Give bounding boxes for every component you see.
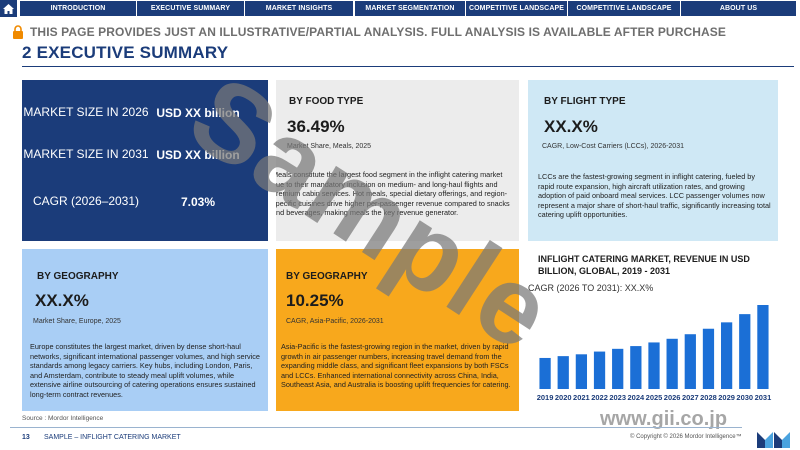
- flight-caption: CAGR, Low-Cost Carriers (LCCs), 2026-203…: [542, 143, 684, 150]
- tick-label-2022: 2022: [591, 393, 608, 402]
- bar-2019: [539, 357, 551, 389]
- bar-2031: [757, 305, 769, 389]
- footer-label: SAMPLE – INFLIGHT CATERING MARKET: [44, 434, 181, 441]
- tick-label-2025: 2025: [646, 393, 663, 402]
- europe-value: XX.X%: [35, 291, 89, 310]
- apac-value: 10.25%: [286, 291, 344, 310]
- notice-text: THIS PAGE PROVIDES JUST AN ILLUSTRATIVE/…: [30, 25, 726, 39]
- chart-subtitle: CAGR (2026 TO 2031): XX.X%: [528, 283, 654, 293]
- bar-2025: [648, 342, 660, 389]
- bar-2029: [720, 322, 733, 389]
- home-icon[interactable]: [0, 0, 17, 17]
- tab-competitive-landscape-2[interactable]: COMPETITIVE LANDSCAPE: [568, 1, 680, 16]
- bar-2028: [702, 328, 715, 389]
- size-2026-label: MARKET SIZE IN 2026: [23, 105, 149, 119]
- tab-about-us[interactable]: ABOUT US: [681, 1, 796, 16]
- tick-label-2026: 2026: [664, 393, 681, 402]
- tab-executive-summary[interactable]: EXECUTIVE SUMMARY: [137, 1, 244, 16]
- europe-heading: BY GEOGRAPHY: [37, 271, 119, 282]
- purchase-notice: THIS PAGE PROVIDES JUST AN ILLUSTRATIVE/…: [12, 25, 792, 39]
- chart-title: INFLIGHT CATERING MARKET, REVENUE IN USD…: [538, 254, 750, 276]
- title-rule: [22, 66, 794, 67]
- food-type-panel: BY FOOD TYPE 36.49% Market Share, Meals,…: [276, 80, 519, 241]
- tick-label-2030: 2030: [736, 393, 753, 402]
- bar-2021: [575, 354, 588, 389]
- food-text: Meals constitute the largest food segmen…: [276, 170, 510, 218]
- market-size-panel: MARKET SIZE IN 2026 USD XX billion MARKE…: [22, 80, 268, 241]
- mordor-logo-icon: [757, 428, 791, 450]
- tick-label-2031: 2031: [755, 393, 772, 402]
- page-number: 13: [22, 434, 30, 441]
- footer: 13 SAMPLE – INFLIGHT CATERING MARKET © C…: [0, 428, 800, 450]
- site-watermark: www.gii.co.jp: [600, 408, 728, 430]
- bar-2023: [612, 348, 624, 389]
- food-heading: BY FOOD TYPE: [289, 96, 364, 107]
- tab-market-insights[interactable]: MARKET INSIGHTS: [245, 1, 353, 16]
- apac-heading: BY GEOGRAPHY: [286, 271, 368, 282]
- tab-competitive-landscape[interactable]: COMPETITIVE LANDSCAPE: [466, 1, 567, 16]
- bar-2022: [593, 351, 606, 389]
- page-title: 2 EXECUTIVE SUMMARY: [22, 43, 229, 62]
- top-nav: INTRODUCTION EXECUTIVE SUMMARY MARKET IN…: [0, 0, 800, 17]
- europe-text: Europe constitutes the largest market, d…: [30, 342, 260, 399]
- tick-label-2024: 2024: [628, 393, 646, 402]
- bar-2026: [666, 338, 678, 389]
- source-note: Source : Mordor Intelligence: [22, 415, 104, 422]
- copyright: © Copyright © 2026 Mordor Intelligence™: [630, 434, 742, 440]
- revenue-chart-panel: INFLIGHT CATERING MARKET, REVENUE IN USD…: [528, 249, 778, 411]
- food-caption: Market Share, Meals, 2025: [287, 143, 372, 150]
- tick-label-2028: 2028: [700, 393, 717, 402]
- tab-introduction[interactable]: INTRODUCTION: [20, 1, 136, 16]
- food-value: 36.49%: [287, 117, 345, 136]
- tick-label-2029: 2029: [718, 393, 735, 402]
- flight-value: XX.X%: [544, 117, 598, 136]
- bar-2024: [630, 346, 642, 389]
- apac-text: Asia-Pacific is the fastest-growing regi…: [281, 342, 511, 390]
- tab-market-segmentation[interactable]: MARKET SEGMENTATION: [355, 1, 465, 16]
- tick-label-2021: 2021: [573, 393, 590, 402]
- europe-caption: Market Share, Europe, 2025: [33, 318, 121, 325]
- cagr-value: 7.03%: [180, 194, 216, 209]
- geography-apac-panel: BY GEOGRAPHY 10.25% CAGR, Asia-Pacific, …: [276, 249, 519, 411]
- bar-2030: [739, 314, 751, 389]
- footer-rule: [10, 427, 742, 428]
- tick-label-2019: 2019: [537, 393, 554, 402]
- bar-2027: [684, 334, 696, 389]
- flight-text: LCCs are the fastest-growing segment in …: [538, 172, 771, 220]
- cagr-label: CAGR (2026–2031): [32, 194, 140, 208]
- geography-europe-panel: BY GEOGRAPHY XX.X% Market Share, Europe,…: [22, 249, 268, 411]
- apac-caption: CAGR, Asia-Pacific, 2026-2031: [286, 318, 384, 325]
- flight-heading: BY FLIGHT TYPE: [544, 96, 626, 107]
- tick-label-2027: 2027: [682, 393, 699, 402]
- size-2031-value: USD XX billion: [156, 147, 240, 162]
- revenue-bar-chart: 2019 2020 2021 2022 2023 2024 2025 2026 2027 2028…: [537, 305, 772, 402]
- size-2031-label: MARKET SIZE IN 2031: [23, 147, 149, 161]
- lock-icon: [12, 25, 24, 39]
- flight-type-panel: BY FLIGHT TYPE XX.X% CAGR, Low-Cost Carr…: [528, 80, 778, 241]
- bar-2020: [557, 356, 569, 389]
- size-2026-value: USD XX billion: [156, 105, 240, 120]
- tick-label-2023: 2023: [609, 393, 626, 402]
- tick-label-2020: 2020: [555, 393, 572, 402]
